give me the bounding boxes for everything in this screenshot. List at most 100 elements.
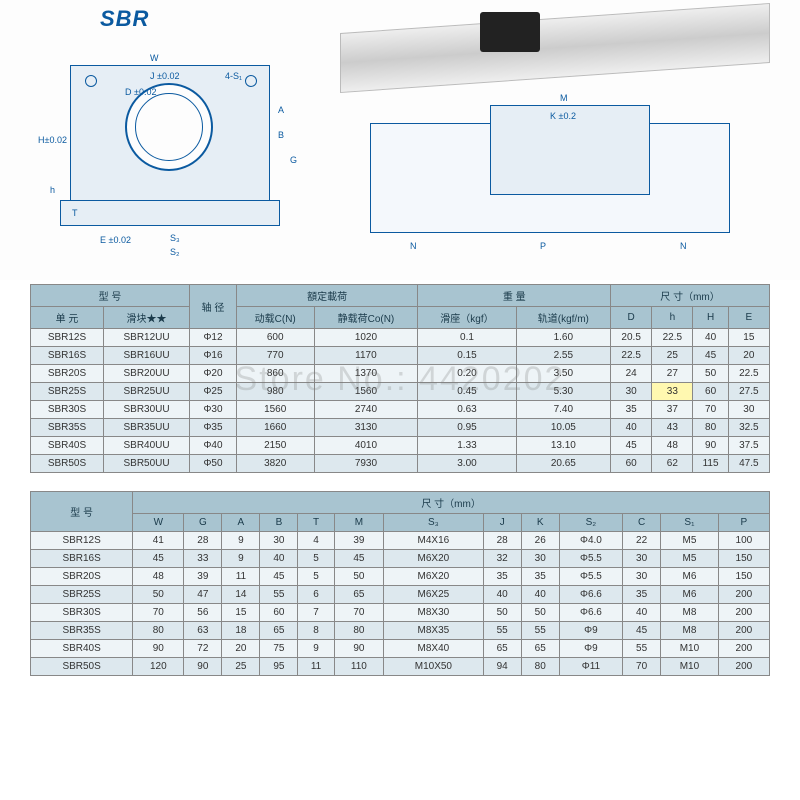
table-row: SBR25SSBR25UUΦ2598015600.455.3030336027.…: [31, 383, 770, 401]
t1-load-hdr: 額定載荷: [236, 285, 417, 307]
cell: 200: [718, 622, 769, 640]
cell: 47: [184, 586, 222, 604]
t2-P: P: [718, 514, 769, 532]
cell: 11: [222, 568, 260, 586]
dim-K: K ±0.2: [550, 111, 576, 121]
dim-E: E ±0.02: [100, 235, 131, 245]
table-row: SBR12S4128930439M4X162826Φ4.022M5100: [31, 532, 770, 550]
t1-slider-hdr: 滑块★★: [104, 307, 190, 329]
cell: 45: [611, 437, 652, 455]
cell: 65: [521, 640, 559, 658]
cell: 95: [260, 658, 298, 676]
cell: 37: [652, 401, 693, 419]
table-row: SBR40SSBR40UUΦ40215040101.3313.104548903…: [31, 437, 770, 455]
cell: 62: [652, 455, 693, 473]
cell: Φ11: [559, 658, 622, 676]
cell: Φ9: [559, 622, 622, 640]
cell: M8X35: [384, 622, 484, 640]
cell: 90: [184, 658, 222, 676]
cell: 70: [334, 604, 383, 622]
cell: 94: [483, 658, 521, 676]
t2-K: K: [521, 514, 559, 532]
spec-table-2: 型 号 尺 寸（mm） W G A B T M S₃ J K S₂ C S₁ P…: [30, 491, 770, 676]
cell: 80: [133, 622, 184, 640]
dim-J: J ±0.02: [150, 71, 179, 81]
cell: 32: [483, 550, 521, 568]
t1-unit-hdr: 单 元: [31, 307, 104, 329]
t2-T: T: [298, 514, 334, 532]
t2-S1: S₁: [661, 514, 719, 532]
dim-N1: N: [410, 241, 417, 251]
cell: 115: [693, 455, 728, 473]
cell: SBR20UU: [104, 365, 190, 383]
cell: M6X25: [384, 586, 484, 604]
cell: 30: [611, 383, 652, 401]
cell: SBR25S: [31, 586, 133, 604]
cell: Φ20: [190, 365, 237, 383]
cell: 22.5: [728, 365, 769, 383]
cell: 70: [693, 401, 728, 419]
t2-S2: S₂: [559, 514, 622, 532]
t1-h-hdr: h: [652, 307, 693, 329]
dim-Hbig: H±0.02: [38, 135, 67, 145]
cell: 15: [728, 329, 769, 347]
cell: SBR30UU: [104, 401, 190, 419]
t2-B: B: [260, 514, 298, 532]
cell: Φ4.0: [559, 532, 622, 550]
cell: Φ16: [190, 347, 237, 365]
cell: 20: [222, 640, 260, 658]
cell: Φ12: [190, 329, 237, 347]
product-title: SBR: [100, 6, 149, 32]
cell: M8: [661, 622, 719, 640]
cell: 1370: [314, 365, 418, 383]
dim-N2: N: [680, 241, 687, 251]
cell: 48: [133, 568, 184, 586]
cell: 1660: [236, 419, 314, 437]
cell: M4X16: [384, 532, 484, 550]
cell: SBR25S: [31, 383, 104, 401]
cell: 33: [184, 550, 222, 568]
cell: 80: [693, 419, 728, 437]
technical-diagram-area: SBR W J ±0.02 D ±0.02 4-S₁ A B G H±0.02 …: [0, 0, 800, 280]
cell: 27: [652, 365, 693, 383]
spec-table-2-wrap: 型 号 尺 寸（mm） W G A B T M S₃ J K S₂ C S₁ P…: [0, 487, 800, 676]
cell: M6X20: [384, 550, 484, 568]
spec-table-1: 型 号 轴 径 額定載荷 重 量 尺 寸（mm） 单 元 滑块★★ 动载C(N)…: [30, 284, 770, 473]
table-row: SBR35S80631865880M8X355555Φ945M8200: [31, 622, 770, 640]
cell: 4010: [314, 437, 418, 455]
cell: 39: [184, 568, 222, 586]
cell: SBR50S: [31, 455, 104, 473]
cell: 80: [334, 622, 383, 640]
cell: 0.45: [418, 383, 516, 401]
dim-4S1: 4-S₁: [225, 71, 242, 81]
cell: 40: [693, 329, 728, 347]
cell: SBR16S: [31, 550, 133, 568]
cell: 100: [718, 532, 769, 550]
cell: 5: [298, 568, 334, 586]
cell: Φ35: [190, 419, 237, 437]
cell: Φ6.6: [559, 586, 622, 604]
dim-S3: S₃: [170, 233, 180, 243]
cell: 90: [334, 640, 383, 658]
cell: 110: [334, 658, 383, 676]
cell: 15: [222, 604, 260, 622]
cell: 2.55: [516, 347, 610, 365]
cell: 65: [260, 622, 298, 640]
cell: 8: [298, 622, 334, 640]
dim-T: T: [72, 208, 78, 218]
cell: 770: [236, 347, 314, 365]
cell: 0.20: [418, 365, 516, 383]
cell: 28: [483, 532, 521, 550]
cell: Φ5.5: [559, 550, 622, 568]
front-view-drawing: W J ±0.02 D ±0.02 4-S₁ A B G H±0.02 h T …: [30, 35, 310, 260]
t2-A: A: [222, 514, 260, 532]
cell: 20.65: [516, 455, 610, 473]
cell: M8: [661, 604, 719, 622]
t1-wSlider-hdr: 滑座（kgf）: [418, 307, 516, 329]
cell: 9: [222, 550, 260, 568]
cell: 7930: [314, 455, 418, 473]
cell: 0.15: [418, 347, 516, 365]
cell: 90: [693, 437, 728, 455]
cell: Φ50: [190, 455, 237, 473]
cell: 860: [236, 365, 314, 383]
